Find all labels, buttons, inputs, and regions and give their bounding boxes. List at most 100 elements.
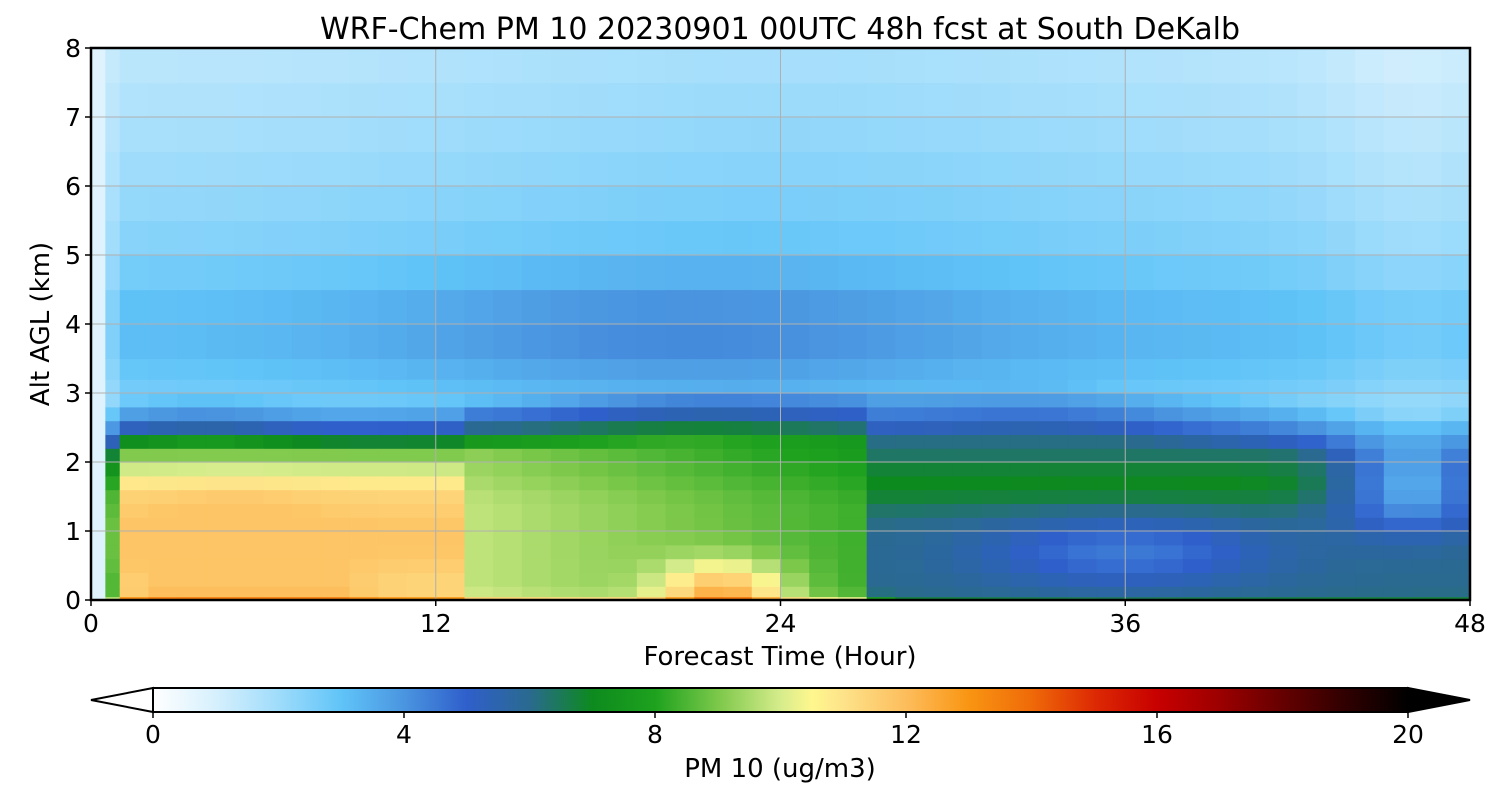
field-cell (1441, 572, 1470, 587)
field-cell (378, 434, 408, 449)
field-cell (1355, 255, 1385, 291)
field-cell (407, 448, 437, 463)
field-cell (234, 48, 264, 84)
field-cell (895, 151, 925, 187)
field-cell (1268, 420, 1299, 435)
field-cell (665, 48, 695, 84)
field-cell (1297, 82, 1327, 118)
field-cell (1240, 558, 1270, 573)
field-cell (1039, 572, 1069, 587)
field-cell (780, 462, 810, 477)
field-cell (1383, 358, 1414, 380)
field-cell (435, 151, 466, 187)
field-cell (550, 448, 580, 463)
field-cell (1067, 82, 1098, 118)
field-cell (694, 82, 724, 118)
field-cell (177, 82, 207, 118)
field-cell (119, 82, 150, 118)
field-cell (1182, 82, 1213, 118)
field-cell (809, 379, 839, 394)
field-cell (837, 324, 868, 360)
field-cell (105, 358, 121, 380)
field-cell (694, 420, 724, 435)
field-cell (263, 475, 293, 491)
field-cell (1355, 572, 1385, 587)
field-cell (464, 434, 494, 449)
field-cell (407, 220, 437, 256)
field-cell (1441, 151, 1470, 187)
field-cell (1010, 448, 1040, 463)
field-cell (837, 289, 868, 325)
field-cell (1182, 358, 1213, 380)
field-cell (1125, 503, 1155, 518)
field-cell (464, 186, 494, 222)
field-cell (1125, 393, 1155, 408)
field-cell (263, 448, 293, 463)
field-cell (349, 48, 379, 84)
field-cell (1268, 558, 1299, 573)
field-cell (205, 220, 236, 256)
field-cell (91, 151, 106, 187)
field-cell (1355, 544, 1385, 560)
colorbar-low-extension (90, 686, 154, 714)
field-cell (837, 420, 868, 435)
field-cell (1441, 558, 1470, 573)
field-cell (234, 448, 264, 463)
field-cell (234, 572, 264, 587)
field-cell (1182, 475, 1213, 491)
field-cell (464, 393, 494, 408)
field-cell (1096, 448, 1126, 463)
field-cell (723, 379, 753, 394)
field-cell (1268, 448, 1299, 463)
field-cell (780, 151, 810, 187)
field-cell (1383, 503, 1414, 518)
field-cell (378, 406, 408, 422)
field-cell (464, 289, 494, 325)
field-cell (665, 220, 695, 256)
field-cell (579, 462, 609, 477)
field-cell (1096, 358, 1126, 380)
field-cell (1383, 434, 1414, 449)
field-cell (1039, 379, 1069, 394)
field-cell (349, 531, 379, 546)
field-cell (579, 220, 609, 256)
field-cell (1326, 448, 1356, 463)
field-cell (981, 462, 1011, 477)
field-cell (837, 406, 868, 422)
field-cell (1096, 255, 1126, 291)
field-cell (924, 379, 954, 394)
field-cell (148, 572, 178, 587)
field-cell (320, 517, 351, 532)
field-cell (521, 462, 552, 477)
field-cell (866, 220, 897, 256)
field-cell (1412, 462, 1442, 477)
field-cell (521, 489, 552, 504)
field-cell (694, 572, 724, 587)
field-cell (694, 379, 724, 394)
field-cell (550, 434, 580, 449)
field-cell (493, 117, 523, 153)
field-cell (1383, 544, 1414, 560)
field-cell (320, 48, 351, 84)
field-cell (636, 517, 667, 532)
field-cell (636, 48, 667, 84)
field-cell (809, 531, 839, 546)
field-cell (1355, 558, 1385, 573)
field-cell (1182, 406, 1213, 422)
field-cell (1211, 544, 1241, 560)
field-cell (837, 596, 868, 600)
field-cell (1355, 462, 1385, 477)
field-cell (723, 517, 753, 532)
y-tick-label: 0 (65, 586, 81, 615)
field-cell (1268, 489, 1299, 504)
field-cell (895, 596, 925, 600)
field-cell (435, 544, 466, 560)
field-cell (1211, 406, 1241, 422)
field-cell (723, 289, 753, 325)
colorbar-bar (152, 687, 1409, 713)
field-cell (952, 358, 983, 380)
field-cell (521, 358, 552, 380)
field-cell (205, 406, 236, 422)
field-cell (981, 596, 1011, 600)
field-cell (91, 324, 106, 360)
